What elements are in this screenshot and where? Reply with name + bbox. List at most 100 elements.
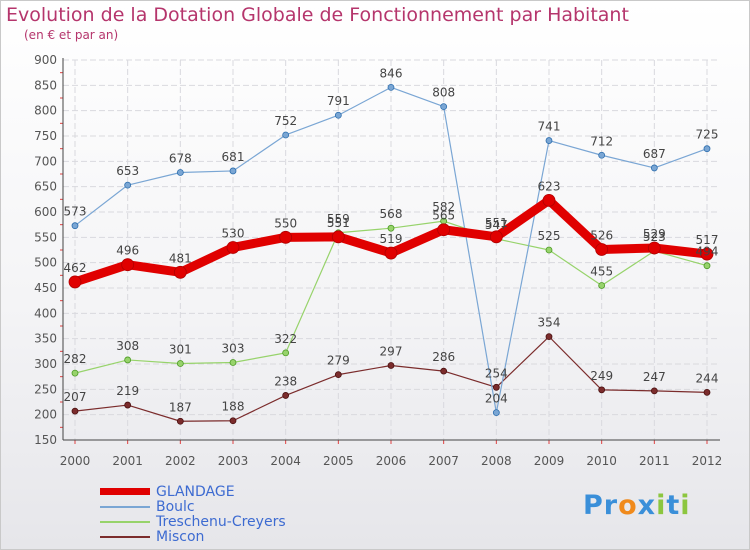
data-point-0 xyxy=(542,193,556,207)
data-label-2: 523 xyxy=(643,230,666,244)
data-label-3: 286 xyxy=(432,350,455,364)
data-point-0 xyxy=(173,265,187,279)
data-point-1 xyxy=(229,167,237,175)
data-label-3: 249 xyxy=(590,369,613,383)
data-label-2: 301 xyxy=(169,342,192,356)
x-tick-label: 2009 xyxy=(534,454,565,468)
legend-label-boulc: Boulc xyxy=(156,499,195,515)
legend-item-glandage: GLANDAGE xyxy=(100,484,330,500)
data-label-0: 530 xyxy=(222,226,245,240)
data-label-2: 322 xyxy=(274,332,297,346)
data-point-0 xyxy=(437,223,451,237)
y-tick-label: 850 xyxy=(34,78,57,92)
data-label-0: 550 xyxy=(274,216,297,230)
data-label-1: 678 xyxy=(169,151,192,165)
legend-item-boulc: Boulc xyxy=(100,499,330,515)
data-label-1: 846 xyxy=(380,66,403,80)
y-tick-label: 650 xyxy=(34,180,57,194)
data-point-2 xyxy=(124,356,132,364)
legend-label-treschenu: Treschenu-Creyers xyxy=(156,514,286,530)
data-label-3: 354 xyxy=(538,316,561,330)
data-label-2: 559 xyxy=(327,212,350,226)
data-point-0 xyxy=(68,275,82,289)
data-label-2: 308 xyxy=(116,339,139,353)
data-label-3: 207 xyxy=(64,390,87,404)
data-label-2: 282 xyxy=(64,352,87,366)
y-tick-label: 200 xyxy=(34,408,57,422)
legend-swatch-boulc xyxy=(100,506,150,508)
data-label-2: 494 xyxy=(696,245,719,259)
data-point-2 xyxy=(176,360,184,367)
data-label-3: 187 xyxy=(169,400,192,414)
y-tick-label: 550 xyxy=(34,230,57,244)
logo-letter: Pr xyxy=(583,490,619,521)
data-point-3 xyxy=(124,401,132,409)
y-tick-label: 750 xyxy=(34,129,57,143)
x-tick-label: 2006 xyxy=(376,454,407,468)
data-point-3 xyxy=(229,417,237,425)
legend-item-treschenu: Treschenu-Creyers xyxy=(100,514,330,530)
y-tick-label: 350 xyxy=(34,332,57,346)
x-tick-label: 2003 xyxy=(218,454,249,468)
data-point-1 xyxy=(545,137,553,144)
y-tick-label: 250 xyxy=(34,382,57,396)
data-point-2 xyxy=(387,224,395,232)
data-label-3: 254 xyxy=(485,366,508,380)
x-tick-label: 2008 xyxy=(481,454,512,468)
data-point-3 xyxy=(387,362,395,369)
logo-letter: o xyxy=(618,490,638,521)
data-label-1: 204 xyxy=(485,392,508,406)
data-point-0 xyxy=(279,230,293,244)
data-label-0: 529 xyxy=(643,227,666,241)
data-label-1: 791 xyxy=(327,94,350,108)
data-point-0 xyxy=(647,241,661,255)
data-label-3: 188 xyxy=(222,400,245,414)
data-label-0: 481 xyxy=(169,251,192,265)
y-tick-label: 300 xyxy=(34,357,57,371)
data-point-2 xyxy=(229,359,237,366)
data-point-2 xyxy=(598,282,606,289)
data-label-0: 565 xyxy=(432,209,455,223)
data-label-1: 741 xyxy=(538,120,561,134)
data-label-1: 681 xyxy=(222,150,245,164)
data-point-3 xyxy=(492,383,500,391)
data-point-1 xyxy=(703,145,711,153)
x-tick-label: 2012 xyxy=(692,454,723,468)
data-point-0 xyxy=(331,230,345,244)
data-point-1 xyxy=(387,83,395,91)
y-tick-label: 600 xyxy=(34,205,57,219)
x-tick-label: 2010 xyxy=(586,454,617,468)
x-tick-label: 2011 xyxy=(639,454,670,468)
data-label-0: 496 xyxy=(116,244,139,258)
x-tick-label: 2000 xyxy=(60,454,91,468)
data-label-1: 808 xyxy=(432,86,455,100)
data-point-1 xyxy=(71,222,79,230)
data-label-2: 547 xyxy=(485,218,508,232)
data-label-0: 551 xyxy=(327,216,350,230)
x-tick-label: 2004 xyxy=(270,454,301,468)
data-label-2: 582 xyxy=(432,200,455,214)
data-point-1 xyxy=(598,151,606,159)
data-point-1 xyxy=(282,131,290,139)
logo-letter: i xyxy=(656,490,667,521)
data-label-3: 219 xyxy=(116,384,139,398)
data-point-3 xyxy=(440,367,448,375)
data-point-0 xyxy=(595,243,609,256)
data-label-2: 455 xyxy=(590,264,613,278)
data-point-3 xyxy=(282,392,290,399)
data-label-0: 519 xyxy=(380,232,403,246)
x-tick-label: 2001 xyxy=(112,454,143,468)
logo-letter: t xyxy=(666,490,681,521)
data-label-3: 279 xyxy=(327,354,350,368)
logo-letter: i xyxy=(680,490,691,521)
y-tick-label: 700 xyxy=(34,154,57,168)
proxiti-logo: Proxiti xyxy=(583,490,691,521)
y-tick-label: 500 xyxy=(34,256,57,270)
data-label-1: 725 xyxy=(696,128,719,142)
y-tick-label: 450 xyxy=(34,281,57,295)
data-point-0 xyxy=(226,241,240,254)
data-point-2 xyxy=(282,349,290,357)
y-tick-label: 800 xyxy=(34,104,57,118)
